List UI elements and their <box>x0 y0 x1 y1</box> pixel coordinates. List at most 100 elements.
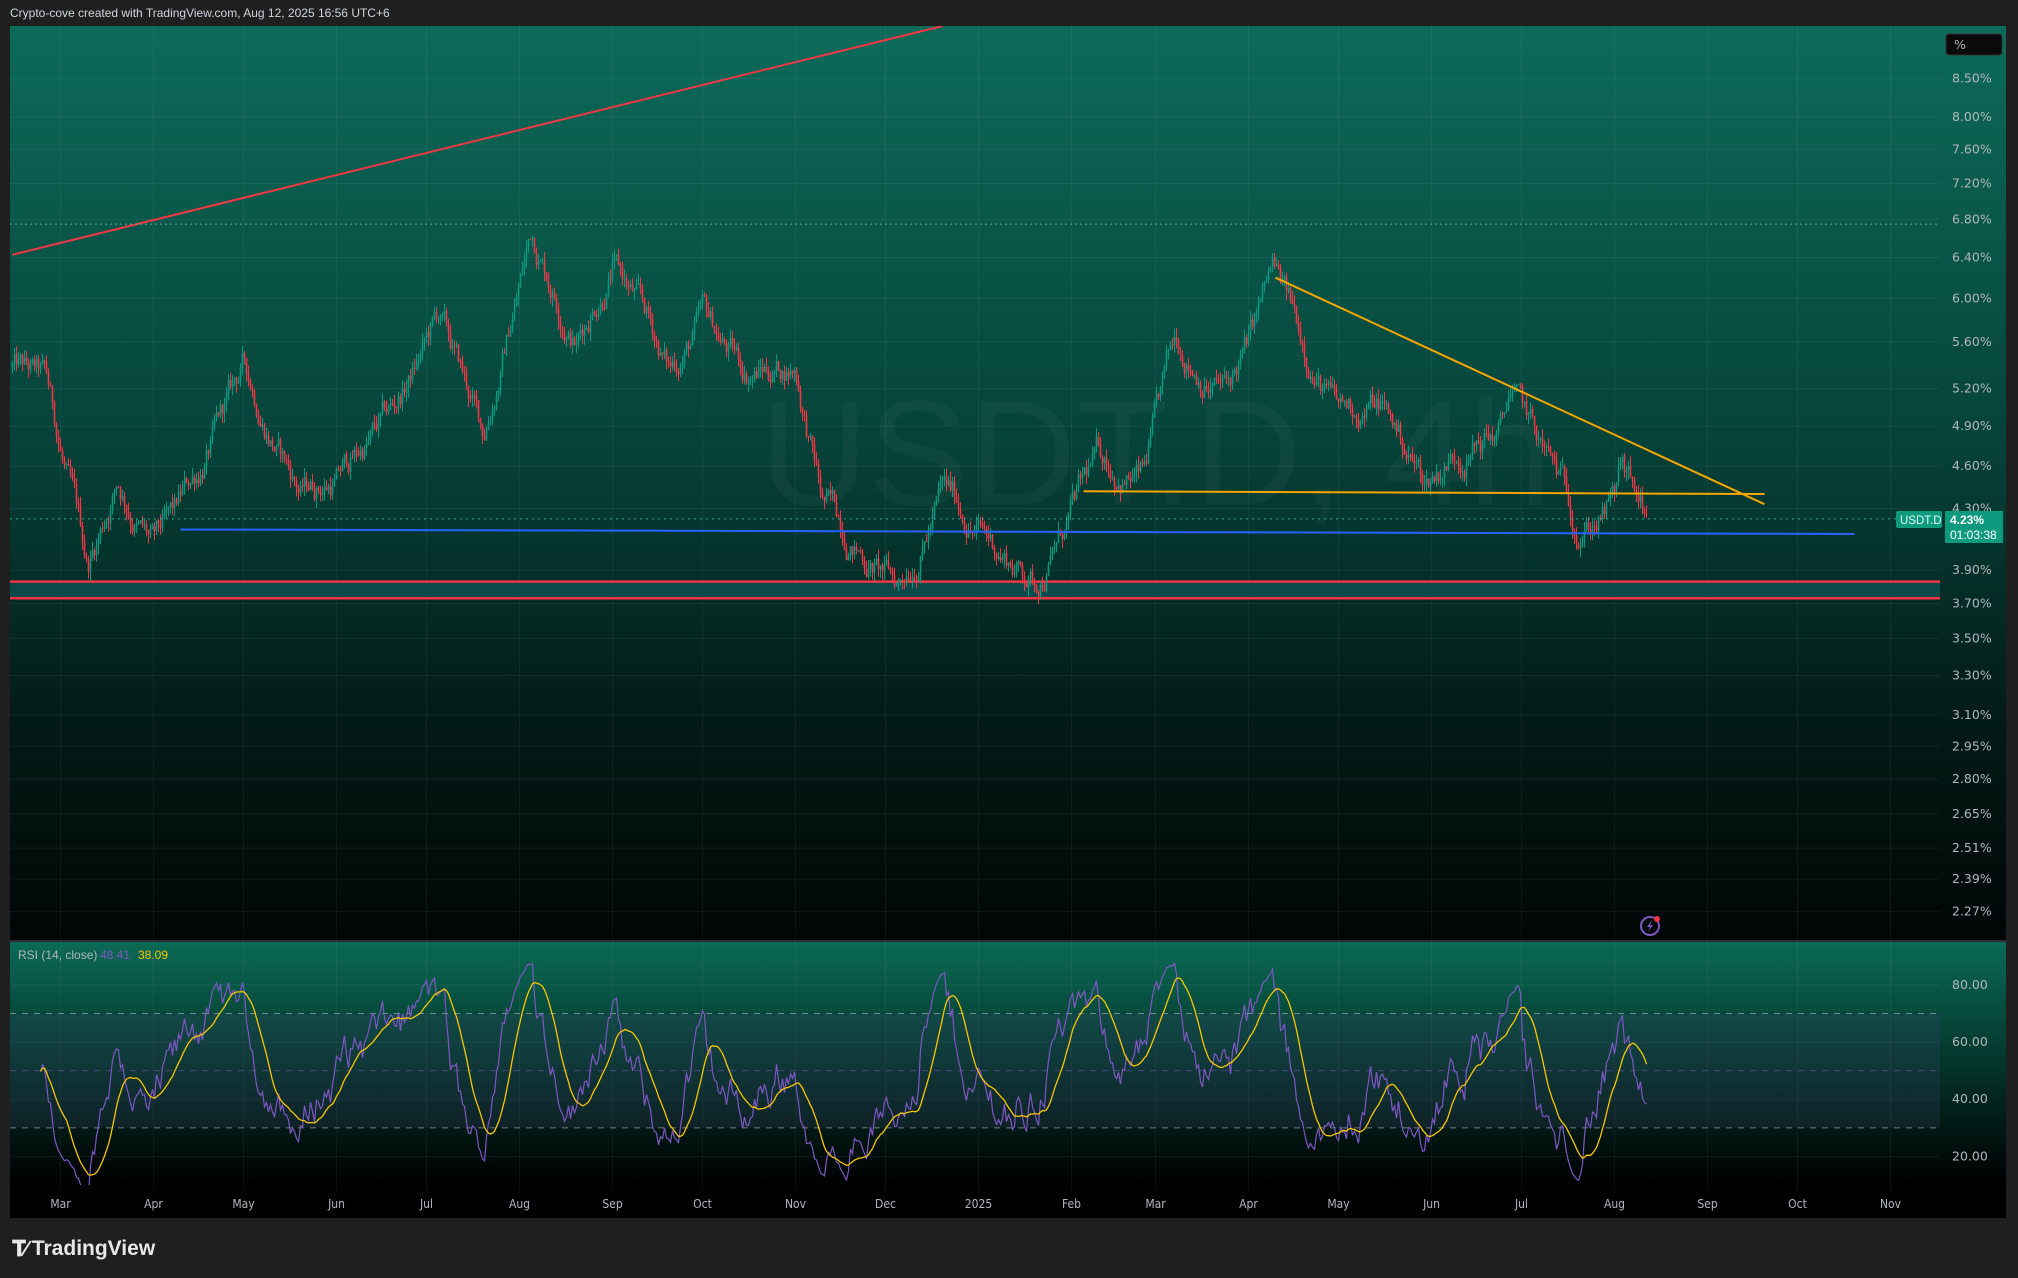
candle-down <box>1413 460 1416 464</box>
candle-down <box>1565 477 1568 493</box>
rsi-tick-label: 80.00 <box>1952 977 1988 992</box>
candle-up <box>1439 478 1442 481</box>
candle-down <box>909 580 912 582</box>
rsi-tick-label: 60.00 <box>1952 1034 1988 1049</box>
candle-up <box>219 404 222 416</box>
price-tag-bg <box>1945 511 2003 543</box>
candle-down <box>981 522 984 527</box>
candle-down <box>1305 357 1308 370</box>
candle-down <box>803 412 806 416</box>
rsi-tick-label: 40.00 <box>1952 1091 1988 1106</box>
candle-down <box>413 367 416 369</box>
candle-up <box>173 498 176 509</box>
candle-down <box>383 401 386 410</box>
candle-down <box>877 558 880 569</box>
candle-down <box>833 490 836 502</box>
time-axis[interactable] <box>10 1185 2006 1218</box>
candle-up <box>825 494 828 501</box>
candle-down <box>959 509 962 515</box>
candle-down <box>51 386 54 403</box>
candle-down <box>1547 446 1550 448</box>
candle-up <box>785 372 788 381</box>
candle-down <box>253 391 256 405</box>
candle-up <box>1639 496 1642 502</box>
candle-up <box>423 338 426 342</box>
tradingview-logo[interactable]: 𝐓∕ TradingView <box>12 1236 155 1262</box>
candle-down <box>533 237 536 253</box>
candle-down <box>399 396 402 404</box>
red-zone[interactable] <box>10 580 1940 600</box>
candle-up <box>1365 408 1368 418</box>
candle-up <box>433 312 436 317</box>
candle-up <box>1483 433 1486 440</box>
candle-up <box>115 486 118 490</box>
candle-down <box>447 322 450 334</box>
candle-up <box>411 367 414 381</box>
candle-down <box>357 452 360 456</box>
candle-down <box>609 278 612 280</box>
lightning-alert-icon[interactable] <box>1640 916 1660 936</box>
candle-up <box>1469 454 1472 461</box>
candle-down <box>687 343 690 350</box>
candle-down <box>217 412 220 416</box>
candle-down <box>207 451 210 454</box>
candle-up <box>1261 285 1264 299</box>
candle-up <box>947 480 950 485</box>
candle-up <box>1503 412 1506 415</box>
candle-down <box>1403 449 1406 455</box>
scale-percent-button[interactable]: % <box>1945 33 2003 56</box>
candle-down <box>1297 323 1300 329</box>
candle-down <box>1477 440 1480 443</box>
candle-down <box>1333 384 1336 390</box>
candle-down <box>1487 433 1490 440</box>
candle-up <box>1327 382 1330 385</box>
candle-up <box>583 328 586 337</box>
price-tick-label: 2.51% <box>1952 840 1992 855</box>
candle-up <box>315 488 318 499</box>
rsi-axis[interactable]: 80.00 60.00 40.00 20.00 <box>1952 977 1988 1164</box>
chart-attribution: Crypto-cove created with TradingView.com… <box>10 6 390 20</box>
candle-up <box>215 412 218 420</box>
rsi-legend[interactable]: RSI (14, close) 48.41 38.09 <box>18 948 168 962</box>
candle-up <box>1361 415 1364 421</box>
candle-down <box>297 488 300 493</box>
candle-down <box>1097 436 1100 445</box>
candle-up <box>177 492 180 504</box>
candle-up <box>789 370 792 377</box>
candle-up <box>1169 344 1172 350</box>
candle-down <box>1485 433 1488 435</box>
candle-down <box>1157 393 1160 398</box>
candle-up <box>1529 408 1532 414</box>
price-tick-label: 3.50% <box>1952 630 1992 645</box>
drawings[interactable] <box>10 26 1940 536</box>
candle-up <box>191 476 194 483</box>
candle-up <box>511 319 514 332</box>
candle-down <box>235 377 238 384</box>
candle-down <box>1107 468 1110 471</box>
candle-down <box>27 361 30 370</box>
candle-down <box>995 553 998 559</box>
candle-down <box>1409 454 1412 456</box>
candle-down <box>1387 403 1390 414</box>
candle-down <box>1479 442 1482 452</box>
candle-down <box>555 298 558 310</box>
candle-up <box>165 507 168 514</box>
candle-up <box>885 560 888 563</box>
candle-down <box>719 341 722 343</box>
candle-down <box>859 550 862 553</box>
candle-down <box>1183 363 1186 374</box>
candle-up <box>513 306 516 320</box>
candle-down <box>963 521 966 532</box>
candle-up <box>91 550 94 559</box>
candle-up <box>599 303 602 314</box>
candle-up <box>167 507 170 509</box>
rsi-pane[interactable] <box>10 942 2006 1185</box>
time-tick-label: Aug <box>509 1197 530 1211</box>
candle-up <box>1499 413 1502 424</box>
candle-down <box>129 517 132 526</box>
main-pane[interactable] <box>10 26 2006 940</box>
candle-up <box>1117 485 1120 490</box>
candle-down <box>93 550 96 556</box>
candle-down <box>1219 381 1222 383</box>
